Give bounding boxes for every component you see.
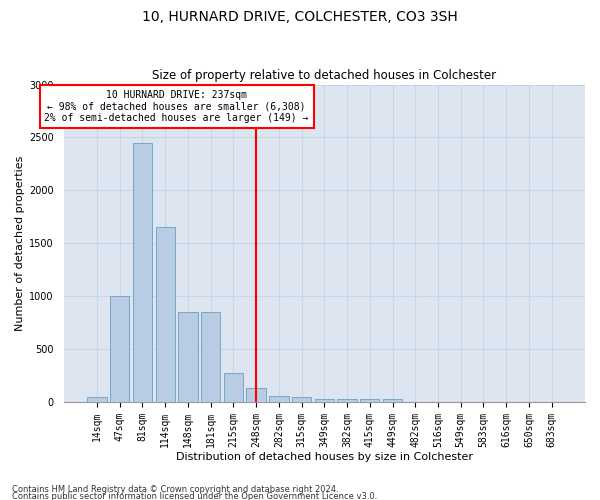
Bar [337, 400, 357, 402]
Bar [155, 228, 175, 402]
Text: Contains public sector information licensed under the Open Government Licence v3: Contains public sector information licen… [12, 492, 377, 500]
Bar [383, 400, 402, 402]
Bar [269, 396, 289, 402]
Title: Size of property relative to detached houses in Colchester: Size of property relative to detached ho… [152, 69, 496, 82]
Bar [88, 396, 107, 402]
Bar [292, 397, 311, 402]
Text: 10 HURNARD DRIVE: 237sqm
← 98% of detached houses are smaller (6,308)
2% of semi: 10 HURNARD DRIVE: 237sqm ← 98% of detach… [44, 90, 309, 123]
Bar [178, 312, 197, 402]
Text: 10, HURNARD DRIVE, COLCHESTER, CO3 3SH: 10, HURNARD DRIVE, COLCHESTER, CO3 3SH [142, 10, 458, 24]
Bar [133, 142, 152, 402]
Bar [360, 400, 379, 402]
Y-axis label: Number of detached properties: Number of detached properties [15, 156, 25, 331]
Bar [110, 296, 130, 402]
Bar [201, 312, 220, 402]
Bar [247, 388, 266, 402]
Text: Contains HM Land Registry data © Crown copyright and database right 2024.: Contains HM Land Registry data © Crown c… [12, 486, 338, 494]
Bar [224, 374, 243, 402]
X-axis label: Distribution of detached houses by size in Colchester: Distribution of detached houses by size … [176, 452, 473, 462]
Bar [314, 400, 334, 402]
